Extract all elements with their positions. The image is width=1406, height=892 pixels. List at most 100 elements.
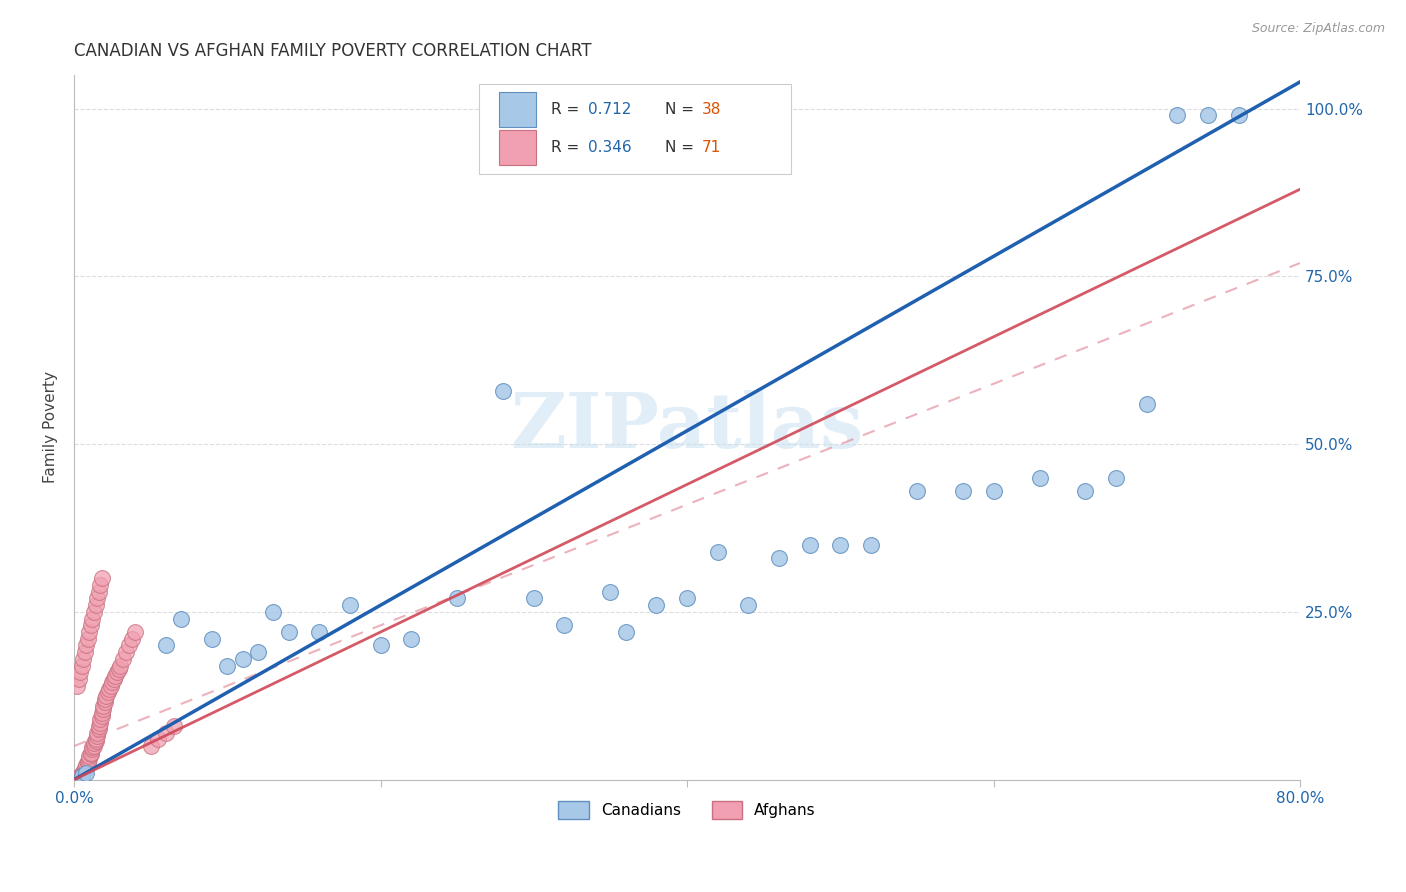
Point [104, 668, 127, 682]
Point [86, 729, 108, 743]
Point [77, 632, 100, 646]
Point [67, 672, 90, 686]
Point [72, 765, 94, 780]
Point [75, 757, 97, 772]
Point [82, 742, 104, 756]
Text: 0.712: 0.712 [588, 102, 631, 117]
Point [96, 689, 118, 703]
Point [75, 759, 97, 773]
Point [75, 765, 97, 780]
Point [553, 618, 575, 632]
Point [399, 632, 422, 646]
Point [69, 769, 91, 783]
Point [77, 756, 100, 770]
Point [90, 571, 112, 585]
Point [66, 771, 89, 785]
Point [155, 639, 177, 653]
Point [97, 685, 120, 699]
Point [72, 652, 94, 666]
Point [93, 692, 115, 706]
Point [70, 658, 93, 673]
Point [93, 696, 115, 710]
Text: ZIPatlas: ZIPatlas [510, 391, 863, 465]
Point [73, 645, 96, 659]
Point [80, 746, 103, 760]
Point [83, 605, 105, 619]
Point [523, 591, 546, 606]
Point [91, 698, 114, 713]
FancyBboxPatch shape [478, 84, 792, 174]
Point [86, 725, 108, 739]
Point [139, 739, 162, 753]
Point [84, 598, 107, 612]
Point [79, 749, 101, 764]
Point [983, 484, 1005, 499]
Text: N =: N = [665, 140, 699, 155]
Point [84, 732, 107, 747]
Text: 38: 38 [702, 102, 721, 117]
Point [124, 625, 146, 640]
FancyBboxPatch shape [499, 130, 536, 166]
Point [201, 632, 224, 646]
Point [73, 763, 96, 777]
Text: N =: N = [665, 102, 699, 117]
Point [262, 605, 284, 619]
Point [121, 632, 143, 646]
Point [82, 611, 104, 625]
Point [80, 747, 103, 761]
Point [87, 584, 110, 599]
Point [87, 719, 110, 733]
Point [1227, 108, 1250, 122]
Point [706, 544, 728, 558]
Point [492, 384, 515, 398]
Point [73, 760, 96, 774]
Text: CANADIAN VS AFGHAN FAMILY POVERTY CORRELATION CHART: CANADIAN VS AFGHAN FAMILY POVERTY CORREL… [75, 42, 592, 60]
Point [1105, 471, 1128, 485]
Point [614, 625, 637, 640]
Point [98, 681, 121, 696]
Point [83, 739, 105, 753]
Point [70, 767, 93, 781]
Point [79, 625, 101, 640]
Text: Source: ZipAtlas.com: Source: ZipAtlas.com [1251, 22, 1385, 36]
Point [446, 591, 468, 606]
Point [91, 702, 114, 716]
Point [148, 732, 170, 747]
Point [77, 754, 100, 768]
Point [830, 538, 852, 552]
Point [112, 652, 135, 666]
Point [217, 658, 239, 673]
Point [645, 598, 668, 612]
Point [905, 484, 928, 499]
Point [599, 584, 621, 599]
Point [246, 645, 269, 659]
Point [67, 771, 90, 785]
Point [69, 665, 91, 680]
Text: R =: R = [551, 140, 583, 155]
Point [859, 538, 882, 552]
Point [79, 752, 101, 766]
Point [84, 733, 107, 747]
Point [737, 598, 759, 612]
Point [83, 736, 105, 750]
Point [90, 706, 112, 720]
Point [89, 578, 111, 592]
Point [105, 665, 128, 680]
Point [163, 719, 186, 733]
Point [952, 484, 974, 499]
Point [87, 723, 110, 737]
Point [80, 618, 103, 632]
Point [1197, 108, 1219, 122]
Point [339, 598, 361, 612]
Point [170, 611, 193, 625]
Point [89, 715, 111, 730]
Point [75, 639, 97, 653]
Point [66, 679, 89, 693]
Point [799, 538, 821, 552]
Point [82, 740, 104, 755]
Point [70, 769, 93, 783]
Point [100, 679, 122, 693]
Point [232, 652, 254, 666]
Point [108, 658, 131, 673]
Point [1074, 484, 1097, 499]
